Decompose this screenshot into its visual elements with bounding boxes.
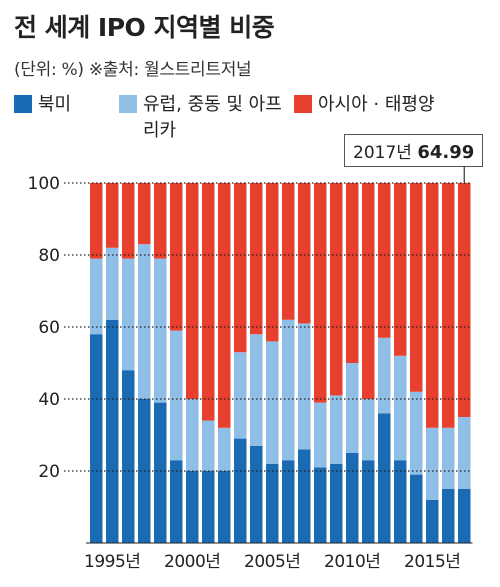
bar-segment-1995-s2 — [106, 183, 119, 248]
bar-segment-2016-s2 — [442, 183, 455, 428]
bar-segment-2003-s2 — [234, 183, 247, 353]
bar-segment-2002-s1 — [218, 427, 231, 471]
bar-segment-2012-s1 — [378, 337, 391, 414]
bar-segment-1995-s1 — [106, 247, 119, 320]
bar-segment-2007-s2 — [298, 183, 311, 324]
bar-segment-2002-s0 — [218, 471, 231, 543]
bar-segment-2003-s1 — [234, 352, 247, 439]
bar-segment-2008-s0 — [314, 467, 327, 543]
bar-segment-1996-s2 — [122, 183, 135, 259]
bar-segment-2000-s1 — [186, 399, 199, 471]
bar-segment-2012-s0 — [378, 413, 391, 543]
bar-segment-1994-s1 — [90, 258, 103, 335]
bar-segment-2005-s0 — [266, 463, 279, 543]
bar-segment-2004-s1 — [250, 334, 263, 446]
y-tick-label-100: 100 — [28, 174, 60, 194]
bar-segment-2004-s2 — [250, 183, 263, 335]
bar-segment-1998-s0 — [154, 402, 167, 543]
bar-segment-2015-s2 — [426, 183, 439, 428]
bar-segment-2013-s1 — [394, 355, 407, 461]
bar-segment-2007-s1 — [298, 323, 311, 450]
bar-segment-2001-s2 — [202, 183, 215, 421]
bar-segment-2000-s2 — [186, 183, 199, 399]
bar-segment-2010-s0 — [346, 453, 359, 543]
legend-swatch-asia-pacific — [294, 95, 312, 113]
bar-segment-2015-s0 — [426, 499, 439, 543]
bar-segment-1997-s2 — [138, 183, 151, 245]
bar-segment-1994-s2 — [90, 183, 103, 259]
bar-segment-2006-s0 — [282, 460, 295, 543]
chart-title: 전 세계 IPO 지역별 비중 — [14, 13, 275, 42]
x-tick-label-2005: 2005년 — [244, 552, 300, 572]
x-tick-label-2015: 2015년 — [404, 552, 460, 572]
y-tick-label-80: 80 — [38, 246, 60, 266]
bar-segment-2011-s0 — [362, 460, 375, 543]
bar-segment-2009-s1 — [330, 395, 343, 464]
annotation-value: 64.99 — [417, 142, 475, 163]
bar-segment-1997-s1 — [138, 244, 151, 399]
bar-segment-2017-s1 — [458, 417, 471, 489]
bar-segment-2006-s2 — [282, 183, 295, 320]
bar-segment-2017-s2 — [458, 183, 471, 417]
bar-segment-2011-s1 — [362, 399, 375, 461]
bar-segment-2005-s1 — [266, 341, 279, 464]
legend-item-asia-pacific: 아시아 · 태평양 — [294, 92, 435, 118]
bar-segment-1998-s1 — [154, 258, 167, 403]
bar-segment-2014-s2 — [410, 183, 423, 392]
bar-segment-2001-s0 — [202, 471, 215, 543]
bar-segment-2011-s2 — [362, 183, 375, 399]
bar-segment-2013-s2 — [394, 183, 407, 356]
legend-label-asia-pacific: 아시아 · 태평양 — [318, 94, 435, 115]
bar-segment-2015-s1 — [426, 427, 439, 500]
bar-segment-2009-s0 — [330, 463, 343, 543]
chart-subtitle: (단위: %) ※출처: 월스트리트저널 — [14, 60, 252, 80]
bar-segment-2008-s1 — [314, 402, 327, 468]
legend-item-europe: 유럽, 중동 및 아프리카 — [119, 92, 289, 144]
legend-swatch-europe — [119, 95, 137, 113]
bar-segment-2010-s1 — [346, 363, 359, 453]
bar-segment-2013-s0 — [394, 460, 407, 543]
bar-segment-1998-s2 — [154, 183, 167, 259]
bar-segment-2007-s0 — [298, 449, 311, 543]
bar-segment-1999-s1 — [170, 330, 183, 461]
x-tick-label-2000: 2000년 — [164, 552, 220, 572]
bar-segment-2014-s0 — [410, 474, 423, 543]
bar-segment-1996-s0 — [122, 370, 135, 543]
annotation-year: 2017년 — [353, 143, 412, 163]
bar-segment-1995-s0 — [106, 319, 119, 543]
bar-segment-2001-s1 — [202, 420, 215, 471]
bar-segment-2016-s0 — [442, 489, 455, 543]
bar-segment-2003-s0 — [234, 438, 247, 543]
y-tick-label-20: 20 — [38, 462, 60, 482]
bar-segment-2004-s0 — [250, 445, 263, 543]
bar-segment-2000-s0 — [186, 471, 199, 543]
x-tick-label-1995: 1995년 — [84, 552, 140, 572]
annotation-callout: 2017년 64.99 — [344, 134, 484, 167]
bar-segment-1996-s1 — [122, 258, 135, 371]
legend-item-north-america: 북미 — [14, 92, 71, 118]
bar-segment-2008-s2 — [314, 183, 327, 403]
y-tick-label-60: 60 — [38, 318, 60, 338]
legend-swatch-north-america — [14, 95, 32, 113]
bar-segment-2016-s1 — [442, 427, 455, 489]
y-tick-label-40: 40 — [38, 390, 60, 410]
legend-label-europe: 유럽, 중동 및 아프리카 — [143, 94, 282, 141]
bar-segment-1999-s2 — [170, 183, 183, 331]
bar-segment-2014-s1 — [410, 391, 423, 475]
bar-segment-2005-s2 — [266, 183, 279, 342]
bar-segment-2010-s2 — [346, 183, 359, 363]
x-tick-label-2010: 2010년 — [324, 552, 380, 572]
bar-segment-1994-s0 — [90, 334, 103, 543]
legend-label-north-america: 북미 — [38, 94, 72, 115]
bar-segment-2009-s2 — [330, 183, 343, 396]
bar-segment-2017-s0 — [458, 489, 471, 543]
bar-segment-2006-s1 — [282, 319, 295, 461]
bar-segment-1999-s0 — [170, 460, 183, 543]
bar-segment-2002-s2 — [218, 183, 231, 428]
bar-segment-2012-s2 — [378, 183, 391, 338]
